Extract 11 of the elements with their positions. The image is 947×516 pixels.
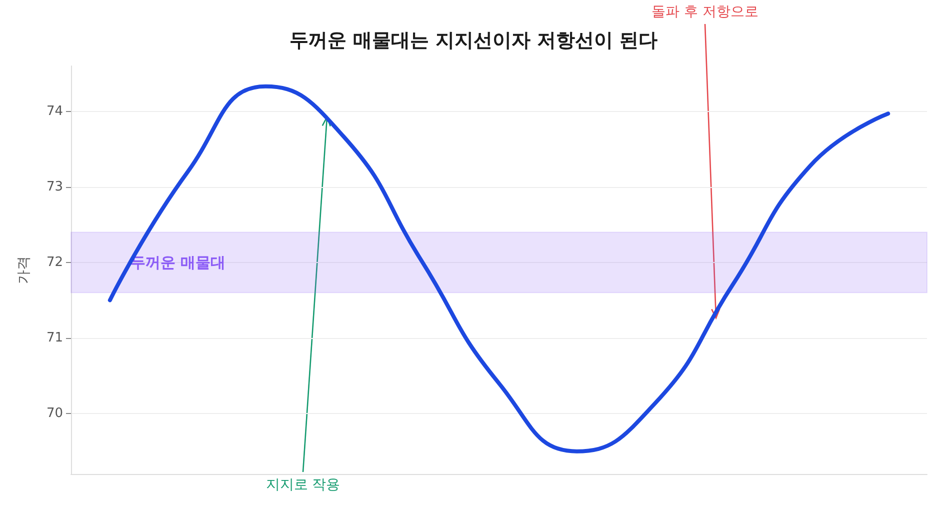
chart-title: 두꺼운 매물대는 지지선이자 저항선이 된다 <box>289 30 658 52</box>
y-tick-label: 71 <box>46 330 63 346</box>
y-tick-label: 72 <box>46 254 63 270</box>
band-label: 두꺼운 매물대 <box>130 253 226 272</box>
text: 돌파 후 저항으로 <box>652 4 758 20</box>
y-axis-title: 가격 <box>16 256 32 284</box>
line-series <box>108 84 890 454</box>
text: 지지로 작용 <box>266 477 340 493</box>
y-tick-label: 73 <box>46 179 63 194</box>
y-tick-label: 74 <box>46 104 63 119</box>
y-tick-label: 70 <box>46 406 63 422</box>
